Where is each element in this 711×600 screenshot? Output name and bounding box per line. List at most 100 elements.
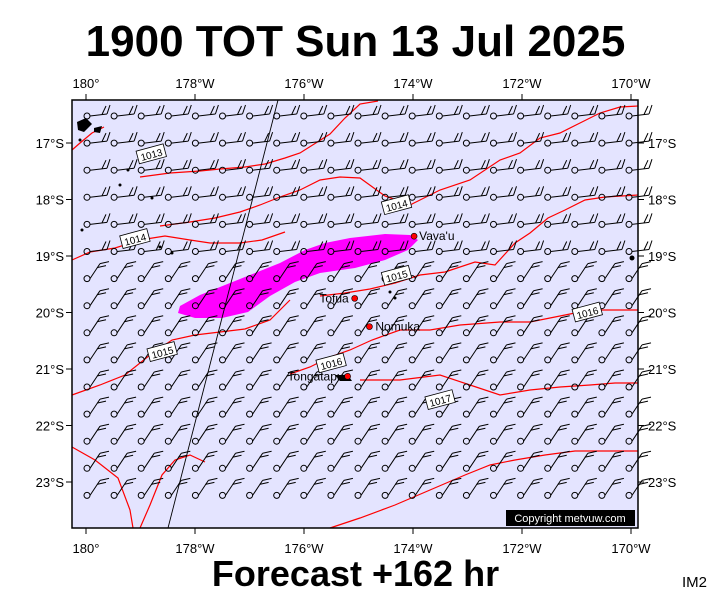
wind-barb xyxy=(598,423,625,445)
place-vavau: Vava'u xyxy=(410,229,455,243)
wind-barb xyxy=(300,396,326,418)
wind-barb xyxy=(517,104,545,120)
wind-barb xyxy=(273,213,301,228)
wind-barb xyxy=(83,186,111,201)
wind-barb xyxy=(327,450,354,472)
wind-barb xyxy=(381,396,408,418)
wind-barb xyxy=(408,131,436,147)
wind-barb xyxy=(327,315,354,337)
wind-barb xyxy=(544,369,570,391)
wind-barb xyxy=(625,159,653,174)
wind-barb xyxy=(625,369,652,391)
wind-barb xyxy=(354,288,381,310)
wind-barb xyxy=(191,288,218,310)
wind-barb xyxy=(191,261,218,283)
wind-barb xyxy=(354,423,381,445)
wind-barb xyxy=(300,369,326,391)
wind-barb xyxy=(381,342,408,364)
wind-barb xyxy=(219,477,245,499)
wind-barb xyxy=(571,104,599,120)
wind-barb xyxy=(110,450,137,472)
wind-barb xyxy=(110,104,138,120)
svg-text:Vava'u: Vava'u xyxy=(419,229,454,243)
wind-barb xyxy=(219,213,246,228)
wind-barb xyxy=(571,261,597,283)
wind-barb xyxy=(327,213,355,228)
wind-barb xyxy=(164,131,192,147)
wind-barb xyxy=(354,213,382,228)
wind-barb xyxy=(435,342,462,364)
map-title: 1900 TOT Sun 13 Jul 2025 xyxy=(85,17,626,66)
wind-barb xyxy=(435,213,463,228)
wind-barb xyxy=(83,423,110,445)
wind-barb xyxy=(137,369,164,391)
map-frame xyxy=(71,99,639,529)
wind-barb xyxy=(517,159,545,174)
wind-barb xyxy=(435,186,463,201)
wind-barb xyxy=(517,288,543,310)
wind-barb xyxy=(137,477,164,499)
wind-barb xyxy=(219,131,246,147)
y-tick-left: 17°S xyxy=(36,136,65,151)
wind-barb xyxy=(219,315,245,337)
wind-barb xyxy=(354,104,382,120)
wind-barb xyxy=(544,396,570,418)
wind-barb xyxy=(571,477,597,499)
wind-barb xyxy=(381,159,409,174)
y-tick-right: 23°S xyxy=(648,475,677,490)
x-tick-bottom: 172°W xyxy=(502,541,542,556)
wind-barb xyxy=(571,450,597,472)
wind-barb xyxy=(490,315,516,337)
wind-barb xyxy=(544,131,572,147)
x-tick-top: 176°W xyxy=(284,76,324,91)
wind-barb xyxy=(300,315,326,337)
wind-barb xyxy=(137,104,165,120)
wind-barb xyxy=(273,288,299,310)
wind-barb xyxy=(246,131,274,147)
wind-barb xyxy=(354,315,381,337)
wind-barb xyxy=(517,396,543,418)
wind-barb xyxy=(517,131,545,147)
wind-barb xyxy=(327,288,354,310)
x-tick-bottom: 174°W xyxy=(393,541,433,556)
wind-barb xyxy=(625,477,652,499)
wind-barb xyxy=(110,396,137,418)
wind-barb xyxy=(137,315,164,337)
wind-barb xyxy=(110,315,137,337)
wind-barb xyxy=(354,342,381,364)
wind-barb xyxy=(191,213,219,228)
wind-barb xyxy=(273,423,299,445)
wind-barb xyxy=(164,315,191,337)
wind-barb xyxy=(83,396,110,418)
wind-barb xyxy=(490,104,517,120)
wind-barb xyxy=(164,396,191,418)
wind-barb xyxy=(110,131,138,147)
wind-barb xyxy=(517,342,543,364)
wind-barb xyxy=(435,423,462,445)
wind-barb xyxy=(571,131,599,147)
wind-barb xyxy=(598,477,625,499)
wind-barb xyxy=(625,288,652,310)
wind-barb xyxy=(490,288,516,310)
wind-barb xyxy=(408,423,435,445)
wind-barb xyxy=(598,213,626,228)
wind-barb xyxy=(83,213,111,228)
wind-barb xyxy=(435,315,462,337)
y-tick-right: 17°S xyxy=(648,136,677,151)
wind-barb xyxy=(490,186,517,201)
x-tick-bottom: 176°W xyxy=(284,541,324,556)
wind-barb xyxy=(300,477,326,499)
wind-barb xyxy=(625,131,653,147)
wind-barb xyxy=(354,261,381,283)
wind-barb xyxy=(544,240,572,255)
wind-barb xyxy=(83,369,110,391)
wind-barb xyxy=(490,131,517,147)
wind-barb xyxy=(408,288,435,310)
x-tick-top: 178°W xyxy=(175,76,215,91)
wind-barb xyxy=(83,477,110,499)
wind-barb xyxy=(435,104,463,120)
wind-barb xyxy=(191,240,219,255)
wind-barb xyxy=(598,131,626,147)
wind-barb xyxy=(273,131,301,147)
wind-barb xyxy=(273,186,301,201)
